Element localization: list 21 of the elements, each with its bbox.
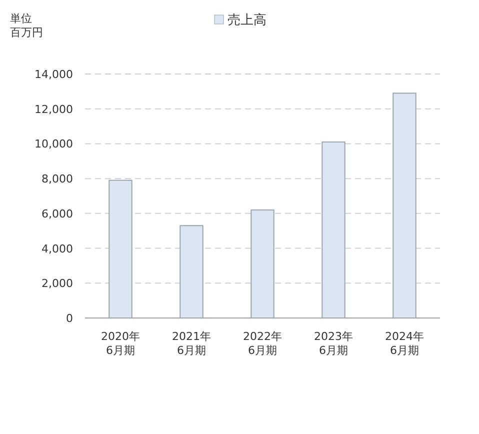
- text: 百万円: [10, 26, 43, 39]
- legend-label: 売上高: [228, 12, 266, 28]
- y-tick-label: 6,000: [42, 207, 73, 220]
- x-tick-label: 2023年 6月期: [314, 330, 353, 357]
- y-tick-label: 0: [66, 312, 73, 325]
- y-tick-label: 10,000: [34, 138, 73, 151]
- bar: [108, 180, 132, 318]
- x-tick-label: 2020年 6月期: [101, 330, 140, 357]
- bar: [322, 141, 346, 318]
- y-tick-label: 8,000: [42, 172, 73, 186]
- bar: [392, 92, 416, 318]
- y-tick-label: 14,000: [34, 68, 73, 81]
- x-tick-label: 2022年 6月期: [243, 330, 282, 357]
- bar: [180, 225, 204, 318]
- y-tick-label: 12,000: [34, 102, 73, 116]
- x-tick-label: 2021年 6月期: [172, 330, 211, 357]
- y-tick-label: 2,000: [42, 277, 73, 290]
- x-tick-label: 2024年 6月期: [385, 330, 424, 357]
- bar: [250, 209, 274, 318]
- y-tick-label: 4,000: [42, 242, 73, 256]
- y-axis-title: 単位: [10, 12, 32, 25]
